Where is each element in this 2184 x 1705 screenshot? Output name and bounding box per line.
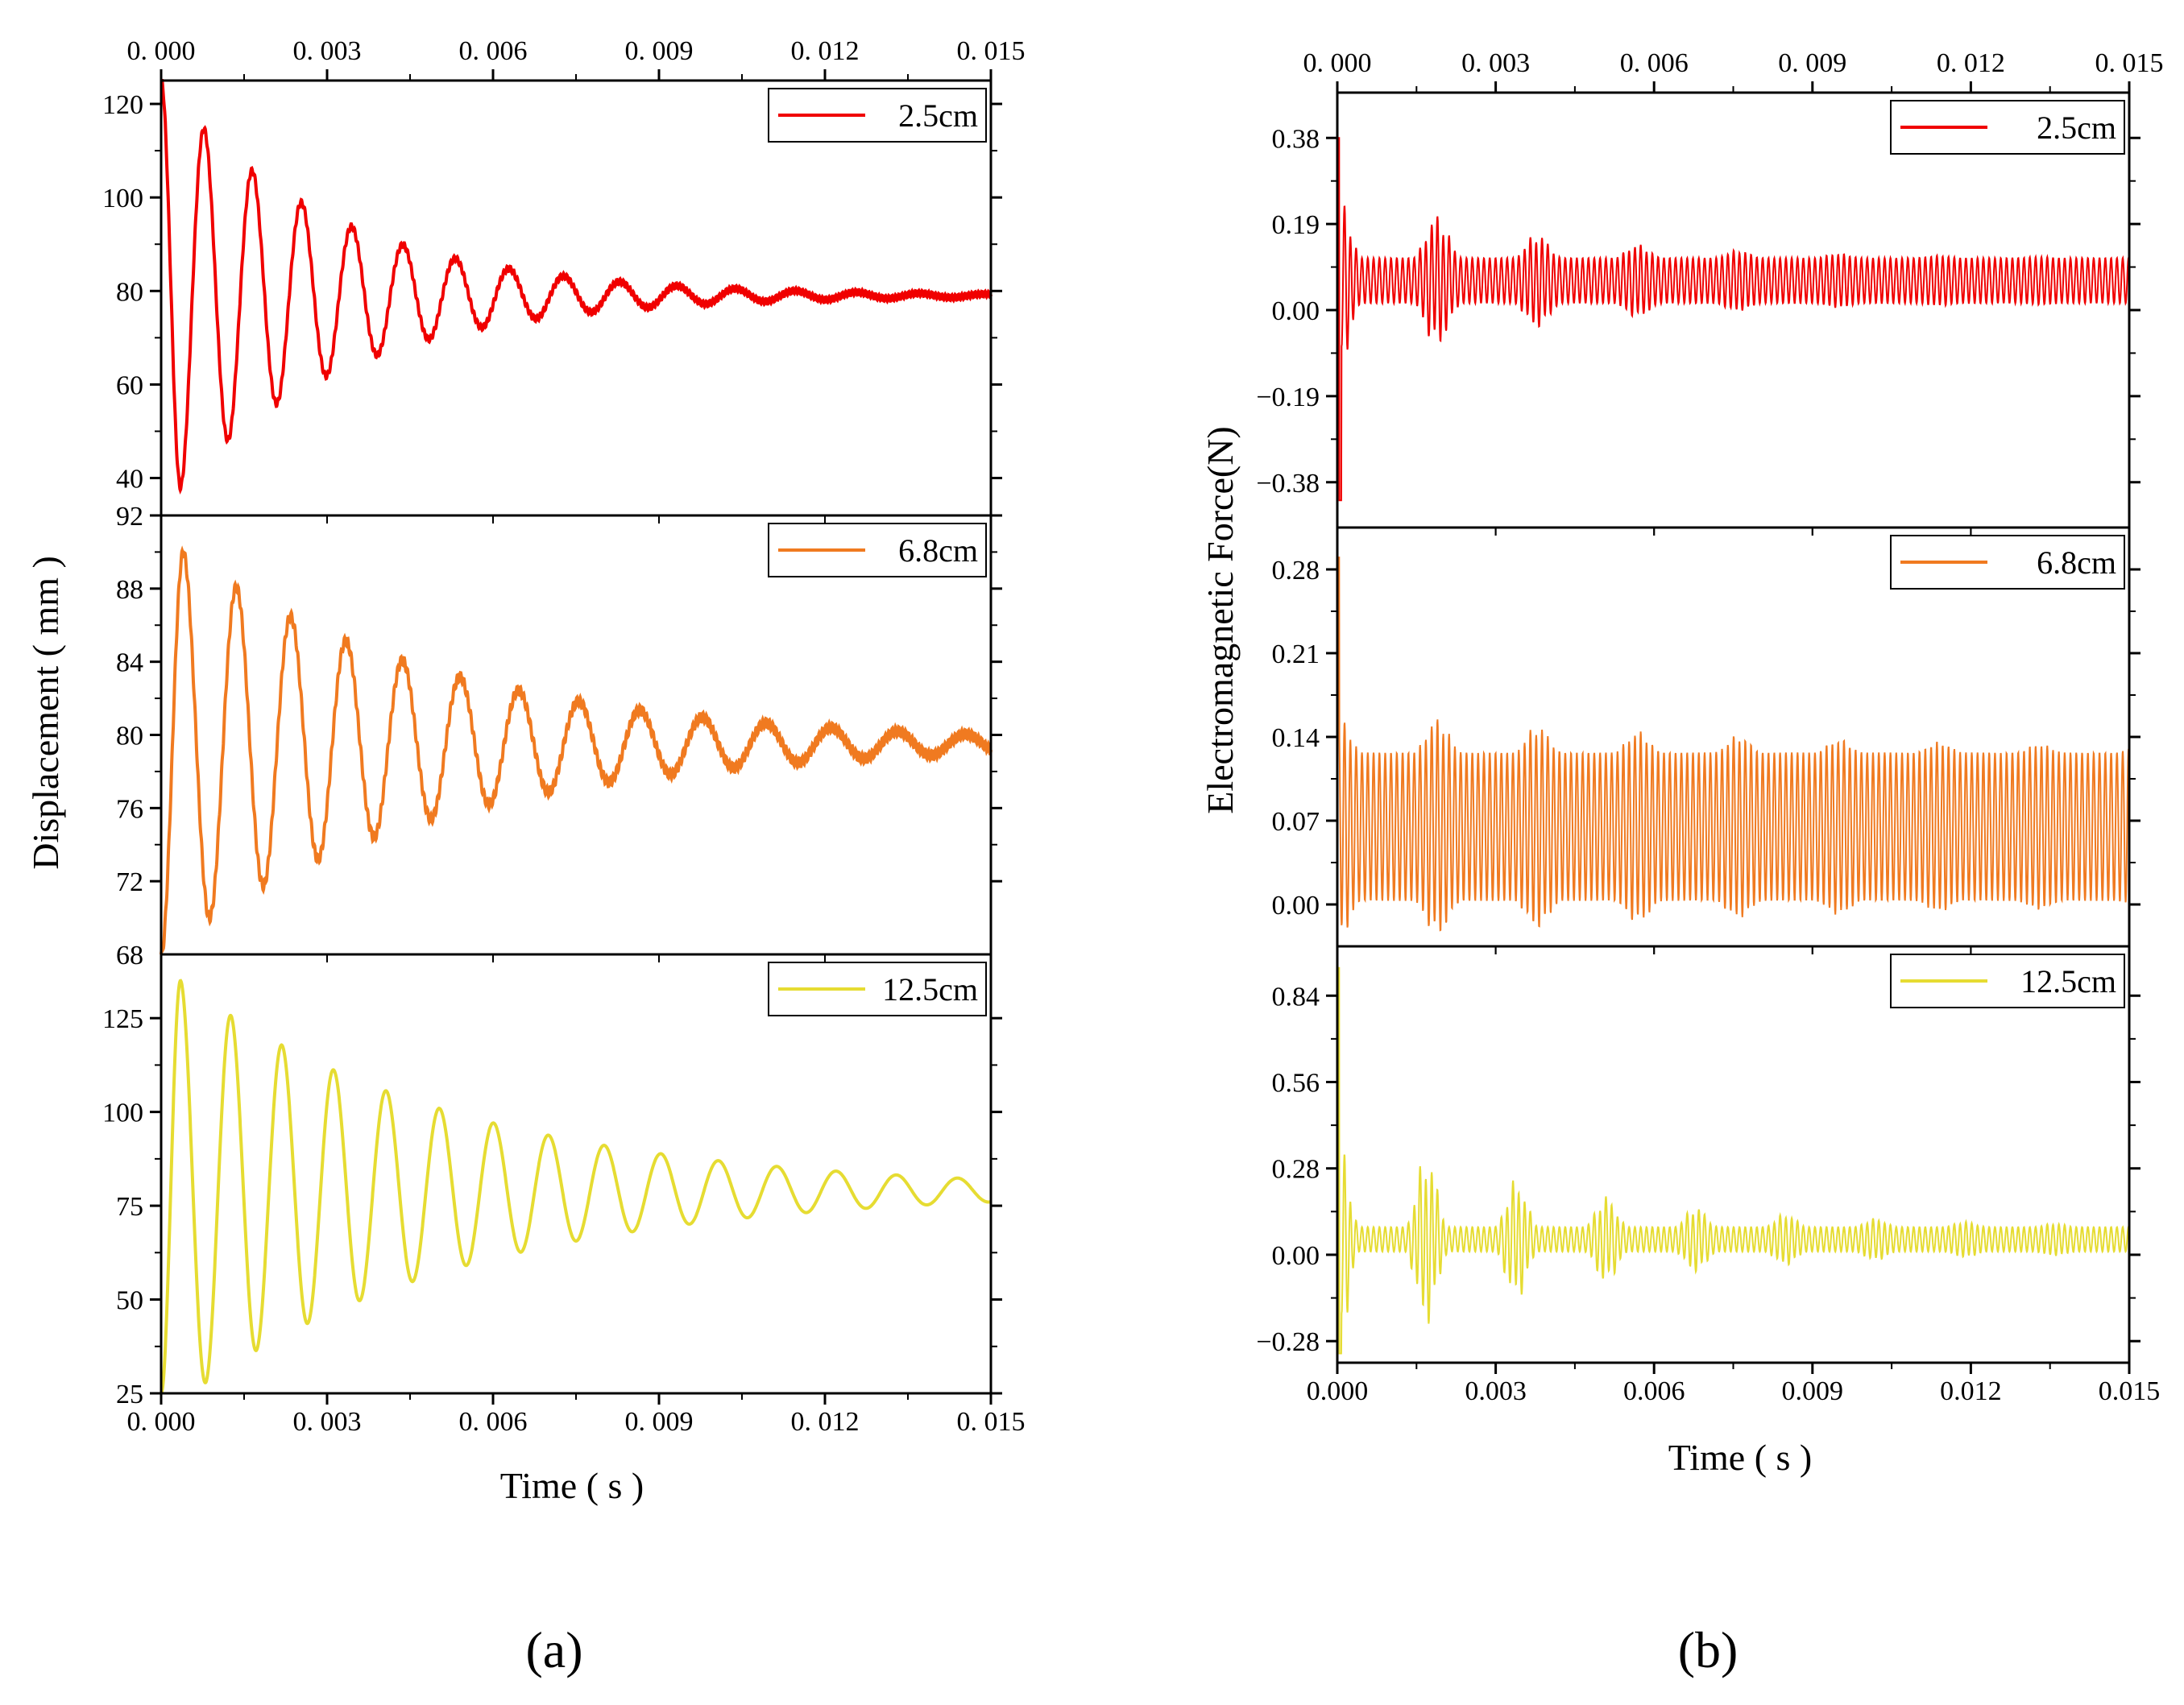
y-tick-label: 68 bbox=[116, 941, 143, 970]
legend-label: 2.5cm bbox=[2037, 110, 2116, 146]
legend-label: 6.8cm bbox=[2037, 544, 2116, 581]
panel-a-bottom-x-tick-label: 0. 006 bbox=[459, 1407, 528, 1437]
y-tick-label: 0.38 bbox=[1272, 124, 1320, 154]
y-tick-label: 125 bbox=[102, 1004, 143, 1034]
y-tick-label: 72 bbox=[116, 867, 143, 897]
panel-b-ylabel: Electromagnetic Force(N) bbox=[1200, 426, 1241, 814]
legend-label: 6.8cm bbox=[898, 532, 978, 569]
panel-b-bottom-x-tick-label: 0.012 bbox=[1940, 1376, 2002, 1406]
panel-b-bottom-x-tick-label: 0.000 bbox=[1307, 1376, 1369, 1406]
legend-label: 12.5cm bbox=[882, 971, 978, 1008]
y-tick-label: 0.19 bbox=[1272, 210, 1320, 240]
y-tick-label: 0.28 bbox=[1272, 556, 1320, 586]
panel-b-series-2.5cm bbox=[1337, 137, 2130, 502]
y-tick-label: 0.21 bbox=[1272, 639, 1320, 669]
panel-a-series-2.5cm bbox=[160, 79, 993, 495]
panel-a-bottom-x-tick-label: 0. 015 bbox=[957, 1407, 1026, 1437]
panel-b-series-6.8cm bbox=[1337, 557, 2130, 932]
panel-a-subplot-2: 72 76 80 84 88 92 68 6.8cm bbox=[116, 502, 1002, 970]
y-tick-label: 100 bbox=[102, 1099, 143, 1128]
panel-b-bottom-x-tick-label: 0.015 bbox=[2099, 1376, 2161, 1406]
y-tick-label: 0.07 bbox=[1272, 807, 1320, 837]
panel-a-ylabel: Displacement ( mm ) bbox=[25, 556, 66, 870]
y-tick-label: 75 bbox=[116, 1192, 143, 1222]
panel-b-top-x-tick-label: 0. 006 bbox=[1620, 48, 1689, 78]
panel-a-top-x-tick-label: 0. 012 bbox=[791, 36, 860, 66]
panel-b-series-12.5cm bbox=[1337, 966, 2130, 1355]
panel-a-bottom-x-tick-label: 0. 009 bbox=[625, 1407, 694, 1437]
y-tick-label: −0.38 bbox=[1256, 469, 1320, 499]
y-tick-label: 25 bbox=[116, 1380, 143, 1409]
panel-b-top-x-tick-label: 0. 003 bbox=[1461, 48, 1530, 78]
panel-b-subplot-1: −0.38 −0.19 0.00 0.19 0.38 2.5cm bbox=[1256, 91, 2140, 529]
y-tick-label: 92 bbox=[116, 502, 143, 532]
y-tick-label: −0.28 bbox=[1256, 1327, 1320, 1357]
panel-b-subplot-2: 0.00 0.07 0.14 0.21 0.28 6.8cm bbox=[1272, 526, 2140, 948]
panel-b-bottom-x-tick-label: 0.006 bbox=[1623, 1376, 1685, 1406]
legend-box bbox=[1890, 954, 2125, 1008]
panel-a-frame-3 bbox=[160, 953, 993, 1395]
panel-b-frame-1 bbox=[1336, 91, 2131, 529]
panel-b-top-x-tick-label: 0. 015 bbox=[2095, 48, 2164, 78]
legend-label: 2.5cm bbox=[898, 97, 978, 134]
y-tick-label: 80 bbox=[116, 722, 143, 751]
panel-b-frame-3 bbox=[1336, 945, 2131, 1364]
y-tick-label: 60 bbox=[116, 370, 143, 400]
panel-a-top-x-tick-label: 0. 003 bbox=[293, 36, 362, 66]
y-tick-label: −0.19 bbox=[1256, 383, 1320, 412]
y-tick-label: 0.14 bbox=[1272, 723, 1320, 753]
panel-a-top-x-tick-label: 0. 009 bbox=[625, 36, 694, 66]
panel-a-bottom-x-tick-label: 0. 003 bbox=[293, 1407, 362, 1437]
panel-a-top-x-tick-label: 0. 000 bbox=[127, 36, 196, 66]
panel-b-top-x-tick-label: 0. 009 bbox=[1778, 48, 1846, 78]
y-tick-label: 84 bbox=[116, 648, 143, 678]
panel-b-subplot-3: −0.28 0.00 0.28 0.56 0.84 12.5cm bbox=[1256, 945, 2140, 1364]
panel-a-subplot-3: 25 50 75 100 125 12.5cm bbox=[102, 953, 1002, 1409]
panel-a-frame-2 bbox=[160, 514, 993, 956]
subplots: 40 60 80 100 120 2.5cm 72 76 80 84 88 92 68 6.8cm 25 50… bbox=[102, 36, 2164, 1437]
panel-b-caption: (b) bbox=[1678, 1621, 1738, 1678]
panel-b-bottom-x-tick-label: 0.003 bbox=[1465, 1376, 1527, 1406]
panel-a-top-x-tick-label: 0. 006 bbox=[459, 36, 528, 66]
panel-a-top-x-tick-label: 0. 015 bbox=[957, 36, 1026, 66]
legend-label: 12.5cm bbox=[2020, 963, 2116, 999]
panel-b-top-x-tick-label: 0. 012 bbox=[1937, 48, 2005, 78]
panel-a-caption: (a) bbox=[525, 1621, 582, 1678]
y-tick-label: 100 bbox=[102, 184, 143, 213]
y-tick-label: 0.56 bbox=[1272, 1069, 1320, 1099]
y-tick-label: 0.00 bbox=[1272, 296, 1320, 326]
y-tick-label: 40 bbox=[116, 465, 143, 495]
y-tick-label: 120 bbox=[102, 90, 143, 120]
y-tick-label: 0.84 bbox=[1272, 982, 1320, 1012]
panel-a-series-12.5cm bbox=[160, 979, 992, 1395]
y-tick-label: 0.00 bbox=[1272, 1241, 1320, 1271]
panel-a-series-6.8cm bbox=[160, 545, 993, 955]
panel-b-xlabel: Time ( s ) bbox=[1668, 1437, 1813, 1478]
panel-a-xlabel: Time ( s ) bbox=[500, 1465, 644, 1506]
y-tick-label: 76 bbox=[116, 794, 143, 824]
y-tick-label: 88 bbox=[116, 575, 143, 605]
panel-b-top-x-tick-label: 0. 000 bbox=[1303, 48, 1372, 78]
panel-b-bottom-x-tick-label: 0.009 bbox=[1782, 1376, 1844, 1406]
panel-a-bottom-x-tick-label: 0. 012 bbox=[791, 1407, 860, 1437]
panel-a-bottom-x-tick-label: 0. 000 bbox=[127, 1407, 196, 1437]
y-tick-label: 80 bbox=[116, 277, 143, 307]
y-tick-label: 50 bbox=[116, 1286, 143, 1316]
y-tick-label: 0.00 bbox=[1272, 891, 1320, 921]
panel-a-subplot-1: 40 60 80 100 120 2.5cm bbox=[102, 79, 1002, 517]
y-tick-label: 0.28 bbox=[1272, 1155, 1320, 1185]
